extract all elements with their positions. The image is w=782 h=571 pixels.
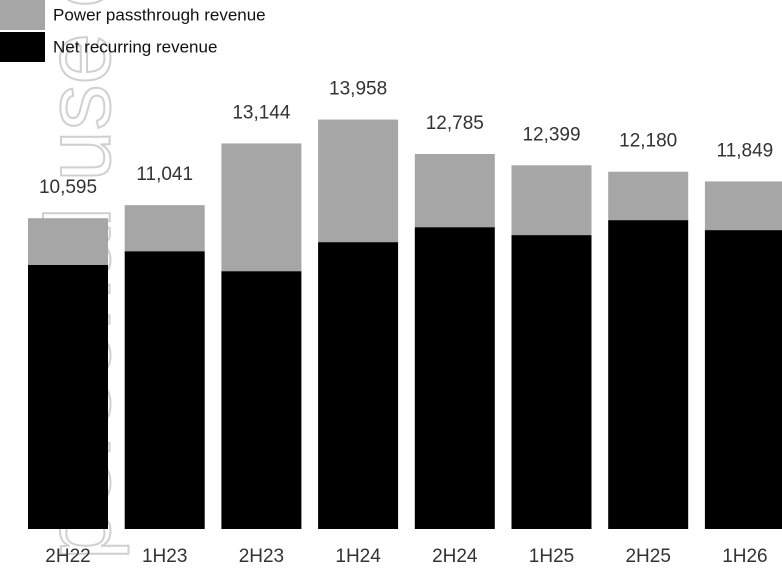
total-label: 13,958 xyxy=(329,79,387,100)
x-tick-label: 1H26 xyxy=(722,546,767,567)
bar-segment xyxy=(704,230,782,530)
bar-segment xyxy=(511,235,592,529)
bar-segment xyxy=(608,171,689,221)
legend-swatch xyxy=(0,32,45,62)
bar-segment xyxy=(511,165,592,236)
bar-segment xyxy=(28,218,108,265)
total-label: 11,041 xyxy=(136,164,193,185)
x-tick-label: 1H25 xyxy=(529,546,574,567)
x-tick-label: 2H25 xyxy=(625,546,670,567)
total-label: 12,785 xyxy=(426,113,484,134)
total-label: 12,399 xyxy=(522,124,580,145)
x-tick-label: 2H24 xyxy=(432,546,478,567)
x-tick-label: 2H22 xyxy=(45,546,90,567)
bar-segment xyxy=(704,181,782,231)
bar-segment xyxy=(318,119,399,243)
total-label: 11,849 xyxy=(717,140,774,161)
bar-segment xyxy=(414,227,495,529)
legend-label: Power passthrough revenue xyxy=(53,5,266,24)
x-tick-label: 1H23 xyxy=(142,546,187,567)
bar-segment xyxy=(318,242,399,529)
total-label: 12,180 xyxy=(619,131,677,152)
legend-swatch xyxy=(0,0,45,30)
bar-segment xyxy=(221,271,302,529)
total-label: 10,595 xyxy=(39,177,97,198)
legend-label: Net recurring revenue xyxy=(53,37,217,56)
total-label: 13,144 xyxy=(232,102,291,123)
bar-segment xyxy=(221,143,302,272)
bar-segment xyxy=(124,251,205,530)
bar-segment xyxy=(124,205,205,252)
x-tick-label: 1H24 xyxy=(335,546,381,567)
bar-segment xyxy=(28,265,108,529)
bar-segment xyxy=(414,153,495,228)
bar-segment xyxy=(608,220,689,529)
x-tick-label: 2H23 xyxy=(239,546,284,567)
